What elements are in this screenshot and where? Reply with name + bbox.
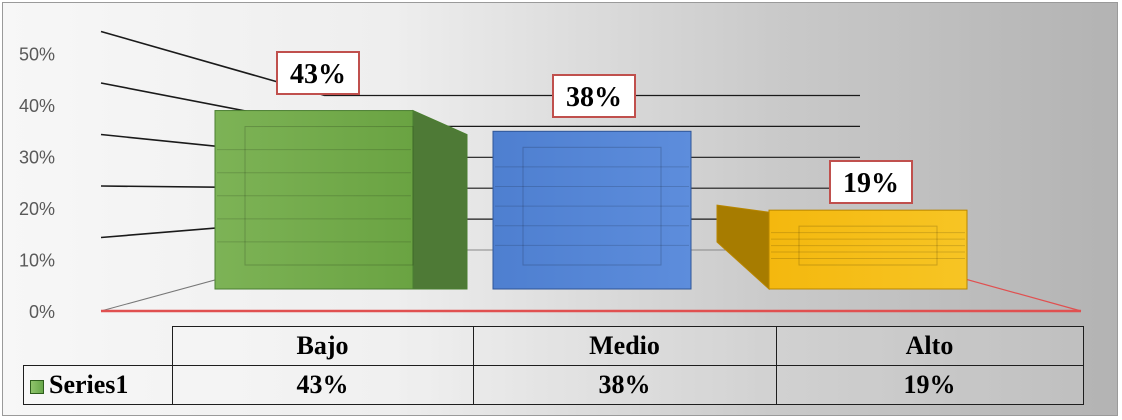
bar-inner-edge <box>522 146 662 266</box>
bar-inner-edge <box>244 126 414 266</box>
table-header-row: Bajo Medio Alto <box>23 326 1084 366</box>
table-corner <box>23 326 173 366</box>
data-label-box <box>829 160 913 204</box>
bar-inner-edge <box>798 225 938 266</box>
legend-cell: Series1 <box>23 365 173 405</box>
y-tick-label: 10% <box>19 251 55 271</box>
legend-label: Series1 <box>49 370 129 399</box>
y-tick-label: 40% <box>19 96 55 116</box>
bar-side-face <box>716 204 770 291</box>
data-label: 19% <box>843 168 899 199</box>
table-header-cell: Bajo <box>171 326 474 366</box>
data-label: 38% <box>566 82 622 113</box>
bar-side-face <box>412 109 468 290</box>
bar <box>492 130 692 290</box>
data-label-box <box>552 74 636 118</box>
table-cell: 43% <box>171 365 474 405</box>
bar <box>214 110 414 290</box>
data-table: Bajo Medio Alto Series1 43% 38% 19% <box>23 326 1084 405</box>
table-cell: 38% <box>472 365 777 405</box>
y-tick-label: 50% <box>19 45 55 65</box>
legend-swatch <box>30 380 44 395</box>
data-label: 43% <box>290 59 346 90</box>
bar <box>768 209 968 290</box>
table-header-cell: Medio <box>472 326 777 366</box>
y-tick-label: 0% <box>29 302 55 322</box>
table-row: Series1 43% 38% 19% <box>23 365 1084 405</box>
chart-plot: 0% 10% 20% 30% 40% 50% 43% 38% 19% <box>19 30 1082 322</box>
table-cell: 19% <box>775 365 1084 405</box>
y-tick-label: 30% <box>19 148 55 168</box>
y-tick-label: 20% <box>19 199 55 219</box>
data-label-box <box>276 51 360 95</box>
table-header-cell: Alto <box>775 326 1084 366</box>
